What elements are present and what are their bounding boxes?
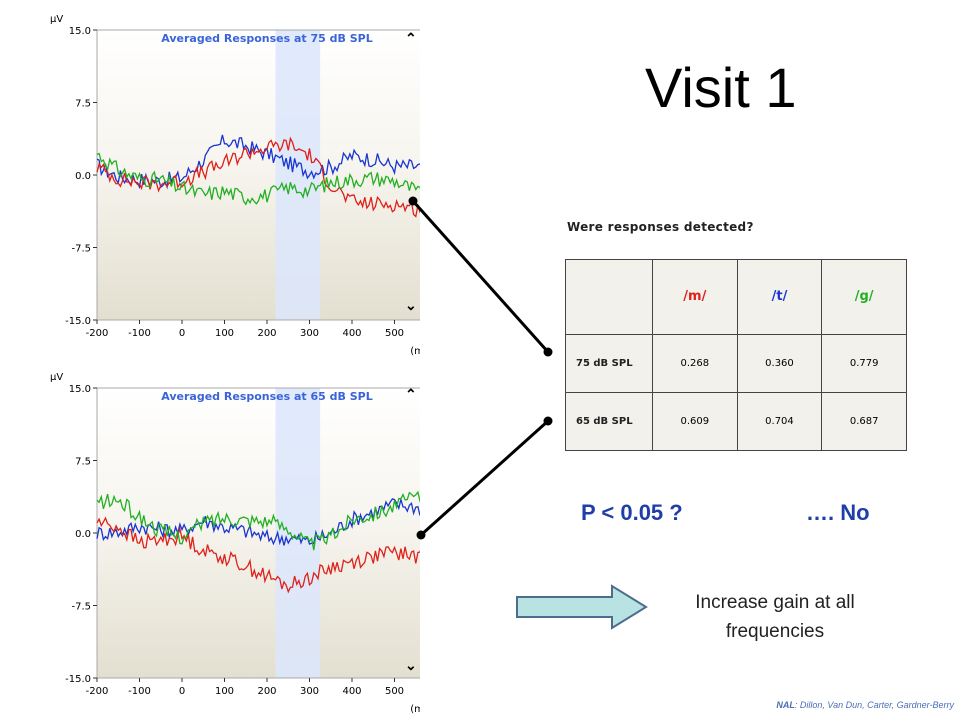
x-tick-label: -100 bbox=[128, 686, 151, 697]
highlight-band bbox=[275, 388, 321, 678]
chart-65db: Averaged Responses at 65 dB SPL µV 15.0 7.5… bbox=[40, 366, 447, 725]
action-text: Increase gain at all frequencies bbox=[665, 588, 885, 646]
y-tick-label: -7.5 bbox=[71, 602, 91, 613]
series-line-2 bbox=[96, 152, 438, 208]
answer-text: …. No bbox=[806, 500, 870, 525]
y-tick-label: -15.0 bbox=[65, 674, 91, 685]
y-tick-label: 7.5 bbox=[75, 99, 91, 110]
y-axis-label: µV bbox=[50, 14, 63, 25]
chart-title: Averaged Responses at 65 dB SPL bbox=[161, 390, 373, 403]
action-line-2: frequencies bbox=[725, 621, 825, 642]
x-tick-label: 0 bbox=[179, 328, 185, 339]
x-tick-label: 500 bbox=[385, 328, 404, 339]
row-head-75db: 75 dB SPL bbox=[565, 333, 653, 393]
y-tick-label: 15.0 bbox=[69, 384, 91, 395]
cell-75-m: 0.268 bbox=[652, 333, 738, 393]
chart-75db: Averaged Responses at 75 dB SPL µV 15.0 7.5… bbox=[40, 8, 447, 363]
credit-prefix: NAL bbox=[776, 700, 795, 710]
table-row: 65 dB SPL 0.609 0.704 0.687 bbox=[565, 391, 907, 452]
x-tick-label: 100 bbox=[215, 328, 234, 339]
x-tick-label: 200 bbox=[257, 328, 276, 339]
row-head-65db: 65 dB SPL bbox=[565, 391, 653, 452]
x-tick-label: 0 bbox=[179, 686, 185, 697]
x-tick-label: 400 bbox=[342, 686, 361, 697]
y-tick-label: -7.5 bbox=[71, 244, 91, 255]
y-tick-label: 15.0 bbox=[69, 26, 91, 37]
cell-75-g: 0.779 bbox=[821, 333, 907, 393]
x-tick-label: 300 bbox=[300, 686, 319, 697]
x-tick-label: 300 bbox=[300, 328, 319, 339]
right-arrow-icon bbox=[516, 584, 648, 630]
plot-area bbox=[97, 30, 437, 320]
cell-75-t: 0.360 bbox=[736, 333, 823, 393]
connector-65db bbox=[419, 419, 550, 537]
action-line-1: Increase gain at all bbox=[695, 592, 855, 613]
chart-75db-svg: Averaged Responses at 75 dB SPL µV 15.0 7.5… bbox=[50, 14, 447, 357]
cell-65-m: 0.609 bbox=[652, 391, 738, 452]
cell-65-g: 0.687 bbox=[821, 391, 907, 452]
slide-title: Visit 1 bbox=[645, 56, 797, 119]
results-table: /m/ /t/ /g/ 75 dB SPL 0.268 0.360 0.779 … bbox=[565, 259, 907, 452]
chart1-scroll-down-icon[interactable]: ⌄ bbox=[405, 297, 417, 313]
connector-65db-start-dot bbox=[416, 530, 426, 540]
credit-authors: : Dillon, Van Dun, Carter, Gardner-Berry bbox=[794, 700, 954, 710]
series-line-1 bbox=[96, 136, 438, 223]
x-tick-label: -200 bbox=[86, 328, 109, 339]
y-axis-label: µV bbox=[50, 372, 63, 383]
x-tick-label: -200 bbox=[86, 686, 109, 697]
x-tick-label: 100 bbox=[215, 686, 234, 697]
col-head-t: /t/ bbox=[736, 259, 823, 335]
col-head-g: /g/ bbox=[821, 259, 907, 335]
chart2-scroll-down-icon[interactable]: ⌄ bbox=[405, 657, 417, 673]
p-value-question: P < 0.05 ? bbox=[581, 500, 683, 525]
chart1-scroll-up-icon[interactable]: ⌃ bbox=[405, 30, 417, 46]
x-tick-label: -100 bbox=[128, 328, 151, 339]
table-corner-cell bbox=[565, 259, 653, 335]
x-tick-label: 400 bbox=[342, 328, 361, 339]
col-head-m: /m/ bbox=[652, 259, 738, 335]
connector-75db-start-dot bbox=[408, 196, 418, 206]
cell-65-t: 0.704 bbox=[736, 391, 823, 452]
x-tick-label: 200 bbox=[257, 686, 276, 697]
table-header-row: /m/ /t/ /g/ bbox=[565, 259, 907, 335]
series-line-1 bbox=[96, 516, 438, 594]
chart-title: Averaged Responses at 75 dB SPL bbox=[161, 32, 373, 45]
y-tick-label: -15.0 bbox=[65, 316, 91, 327]
x-tick-label: 500 bbox=[385, 686, 404, 697]
connector-75db bbox=[411, 200, 550, 353]
table-row: 75 dB SPL 0.268 0.360 0.779 bbox=[565, 333, 907, 393]
y-tick-label: 7.5 bbox=[75, 457, 91, 468]
y-tick-label: 0.0 bbox=[75, 529, 91, 540]
table-heading: Were responses detected? bbox=[567, 220, 754, 234]
connector-65db-end-dot bbox=[543, 416, 553, 426]
chart2-scroll-up-icon[interactable]: ⌃ bbox=[405, 386, 417, 402]
connector-75db-end-dot bbox=[543, 347, 553, 357]
series-line-2 bbox=[96, 488, 438, 551]
y-tick-label: 0.0 bbox=[75, 171, 91, 182]
chart-65db-svg: Averaged Responses at 65 dB SPL µV 15.0 7.5… bbox=[50, 372, 447, 715]
credit-line: NAL: Dillon, Van Dun, Carter, Gardner-Be… bbox=[776, 700, 954, 710]
